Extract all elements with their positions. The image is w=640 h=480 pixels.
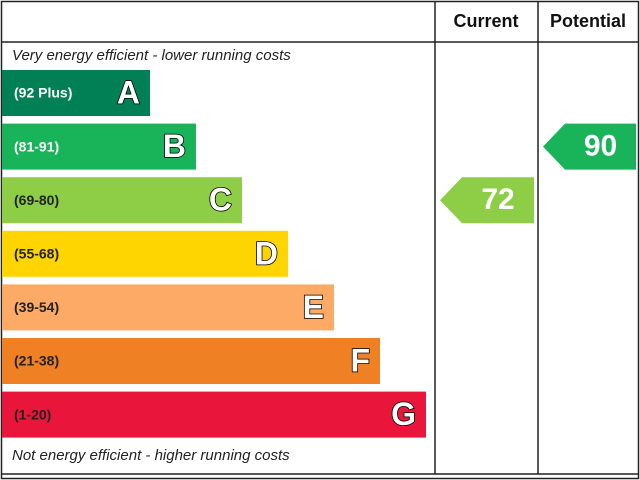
current-arrow (440, 177, 534, 224)
band-bar (2, 338, 380, 384)
band-letter: E (303, 289, 324, 325)
band-range: (69-80) (14, 192, 59, 208)
band-range: (92 Plus) (14, 85, 72, 101)
band-range: (21-38) (14, 353, 59, 369)
band-bar (2, 230, 288, 277)
current-header: Current (453, 11, 518, 31)
band-range: (39-54) (14, 299, 59, 315)
band-bar (2, 284, 334, 331)
band-letter: C (209, 182, 232, 218)
band-bar (2, 123, 196, 170)
top-note: Very energy efficient - lower running co… (12, 47, 291, 64)
band-range: (1-20) (14, 406, 51, 422)
band-bar (2, 70, 150, 116)
potential-arrow (543, 123, 636, 170)
potential-score: 90 (584, 130, 617, 163)
current-score: 72 (481, 183, 514, 216)
band-letter: F (350, 342, 370, 378)
band-letter: G (391, 396, 416, 432)
band-letter: B (163, 128, 186, 164)
band-letter: A (117, 74, 140, 110)
band-range: (55-68) (14, 246, 59, 262)
band-range: (81-91) (14, 138, 59, 154)
band-bar (2, 177, 242, 224)
band-letter: D (255, 235, 278, 271)
bottom-note: Not energy efficient - higher running co… (12, 447, 290, 464)
potential-header: Potential (550, 11, 626, 31)
band-bar (2, 391, 426, 438)
